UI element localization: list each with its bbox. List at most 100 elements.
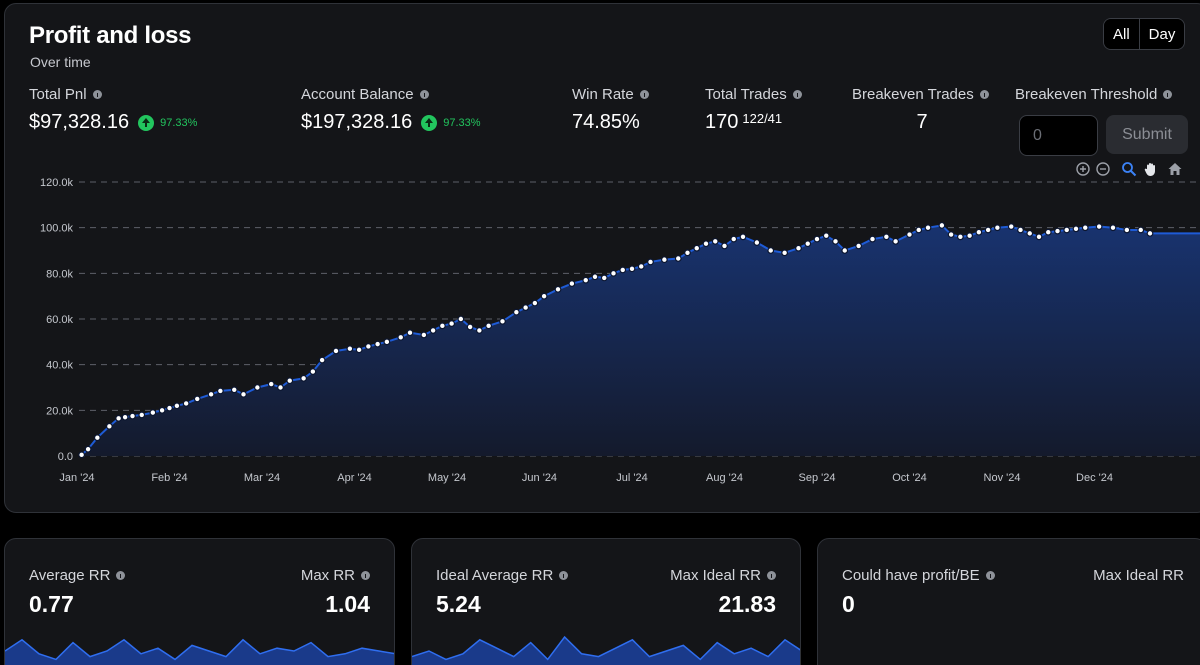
submit-button[interactable]: Submit <box>1106 115 1188 154</box>
info-icon[interactable] <box>361 571 370 580</box>
x-tick-label: Apr '24 <box>337 472 372 484</box>
data-point <box>240 390 247 398</box>
y-tick-label: 40.0k <box>46 360 73 372</box>
stat-label: Breakeven Trades <box>852 86 974 103</box>
change-text: 97.33% <box>443 116 481 129</box>
info-icon[interactable] <box>979 90 989 99</box>
data-point <box>540 292 548 300</box>
info-icon[interactable] <box>1163 90 1173 99</box>
x-tick-label: Jun '24 <box>522 472 557 484</box>
home-icon[interactable] <box>1167 161 1183 177</box>
data-point <box>730 235 738 243</box>
card-left-label: Ideal Average RR <box>436 567 554 584</box>
info-icon[interactable] <box>92 90 102 99</box>
range-all-button[interactable]: All <box>1104 19 1139 49</box>
arrow-up-icon <box>421 114 438 131</box>
x-tick-label: Sep '24 <box>799 472 836 484</box>
data-point <box>702 240 710 248</box>
data-point <box>767 247 775 254</box>
stat-value: 7 <box>916 111 928 133</box>
data-point <box>121 413 129 421</box>
data-point <box>804 240 812 248</box>
sparkline-line <box>5 638 394 661</box>
data-point <box>924 224 932 232</box>
stat-breakeven-trades: Breakeven Trades 7 <box>852 86 1002 134</box>
card-left-label: Could have profit/BE <box>842 567 980 584</box>
x-tick-label: Feb '24 <box>151 472 187 484</box>
data-point <box>448 320 456 327</box>
info-icon[interactable] <box>767 571 776 580</box>
data-point <box>628 265 636 273</box>
data-point <box>956 233 964 241</box>
stat-breakeven-threshold: Breakeven Threshold <box>1015 86 1173 103</box>
y-tick-label: 20.0k <box>46 405 73 417</box>
y-tick-label: 60.0k <box>46 314 73 326</box>
range-toggle: All Day <box>1103 18 1186 50</box>
data-point <box>674 255 682 262</box>
data-point <box>267 380 275 388</box>
breakeven-threshold-input[interactable] <box>1019 115 1098 156</box>
sparkline-line <box>412 635 800 661</box>
data-point <box>795 244 802 252</box>
data-point <box>499 317 506 325</box>
stat-label: Breakeven Threshold <box>1015 86 1158 103</box>
info-icon[interactable] <box>559 571 569 580</box>
info-icon[interactable] <box>419 90 429 99</box>
stat-total-pnl: Total Pnl $97,328.16 97.33% <box>29 86 197 134</box>
data-point <box>216 387 224 395</box>
pan-hand-icon[interactable] <box>1143 161 1159 177</box>
data-point <box>711 237 719 245</box>
data-point <box>230 386 238 394</box>
stat-value: $197,328.16 <box>301 111 413 133</box>
data-point <box>318 356 326 364</box>
data-point <box>512 308 520 316</box>
data-point <box>619 266 627 274</box>
data-point <box>813 235 821 243</box>
data-point <box>115 414 123 422</box>
data-point <box>600 274 608 282</box>
data-point <box>158 406 166 414</box>
series-area <box>81 225 1200 456</box>
data-point <box>355 346 363 354</box>
data-point <box>84 445 92 453</box>
data-point <box>173 402 181 410</box>
data-point <box>568 280 576 288</box>
stat-account-balance: Account Balance $197,328.16 97.33% <box>301 86 481 134</box>
sparkline-area <box>5 639 394 665</box>
magnifier-icon[interactable] <box>1121 161 1137 177</box>
card-could-have-profit: Could have profit/BE Max Ideal RR 0 <box>817 538 1200 665</box>
stat-label: Total Pnl <box>29 86 87 103</box>
data-point <box>591 273 599 281</box>
card-left-value: 0 <box>842 591 855 617</box>
info-icon[interactable] <box>116 571 126 580</box>
card-average-rr: Average RR Max RR 0.77 1.04 <box>4 538 395 665</box>
zoom-out-icon[interactable] <box>1095 161 1111 177</box>
zoom-in-icon[interactable] <box>1075 161 1091 177</box>
info-icon[interactable] <box>792 90 802 99</box>
data-point <box>1146 229 1154 237</box>
data-point <box>406 329 414 337</box>
data-point <box>855 242 863 250</box>
data-point <box>207 390 215 398</box>
data-point <box>466 323 474 331</box>
data-point <box>1044 228 1052 236</box>
stat-win-rate: Win Rate 74.85% <box>572 86 649 134</box>
data-point <box>1054 227 1061 235</box>
data-point <box>78 451 86 459</box>
data-point <box>522 304 530 311</box>
info-icon[interactable] <box>639 90 649 99</box>
ideal-average-rr-sparkline <box>412 635 800 665</box>
info-icon[interactable] <box>985 571 995 580</box>
data-point <box>892 237 900 245</box>
data-point <box>1035 233 1043 241</box>
data-point <box>182 400 190 407</box>
data-point <box>1072 225 1080 233</box>
stat-value: 170 <box>705 111 739 133</box>
data-point <box>300 374 308 382</box>
data-point <box>1137 226 1145 234</box>
data-point <box>915 226 923 234</box>
change-badge: 97.33% <box>421 114 481 131</box>
range-day-button[interactable]: Day <box>1138 19 1185 49</box>
x-tick-label: Dec '24 <box>1076 472 1113 484</box>
chart-toolbar <box>1075 161 1183 177</box>
